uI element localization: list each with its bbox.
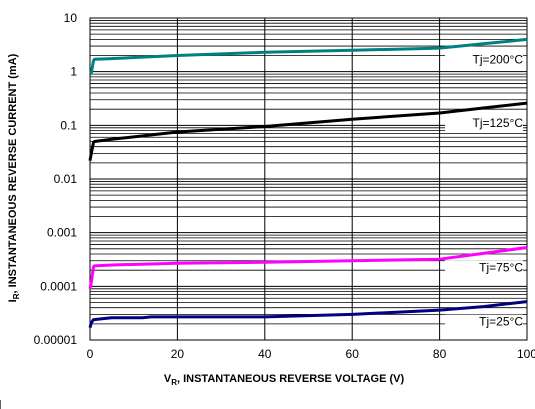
y-tick-label: 0.0001 [40,279,77,293]
y-tick-label: 10 [64,11,78,25]
y-tick-label: 0.001 [47,226,77,240]
series-label-bg [445,52,523,68]
series-layer [88,37,528,328]
x-tick-labels: 0 20 40 60 80 100 [87,347,535,361]
plot-frame [89,17,528,341]
y-tick-label: 0.1 [60,118,77,132]
x-tick-label: 0 [87,347,94,361]
series-line [88,101,528,161]
series-label: Tj=25°C [479,315,523,329]
series-label-layer: Tj=200°C Tj=125°C Tj=75°C Tj=25°C [445,52,524,330]
series-label: Tj=125°C [473,116,524,130]
series-label: Tj=200°C [473,52,524,66]
series-line [88,300,528,328]
x-tick-label: 20 [171,347,185,361]
series-label-bg [445,314,523,330]
x-axis-title: VR, INSTANTANEOUS REVERSE VOLTAGE (V) [164,373,405,387]
series-label-bg [445,116,523,132]
y-axis-title: IR, INSTANTANEOUS REVERSE CURRENT (mA) [7,53,21,302]
x-tick-label: 40 [258,347,272,361]
x-tick-label: 100 [517,347,535,361]
y-tick-label: 0.01 [54,172,78,186]
series-label-bg [445,260,523,276]
x-tick-label: 80 [433,347,447,361]
series-label: Tj=75°C [479,260,523,274]
y-tick-label: 0.00001 [34,333,78,347]
y-tick-labels: 10 1 0.1 0.01 0.001 0.0001 0.00001 [34,11,78,347]
y-tick-label: 1 [70,65,77,79]
x-tick-label: 60 [346,347,360,361]
series-line [88,246,528,290]
series-line [88,37,528,76]
